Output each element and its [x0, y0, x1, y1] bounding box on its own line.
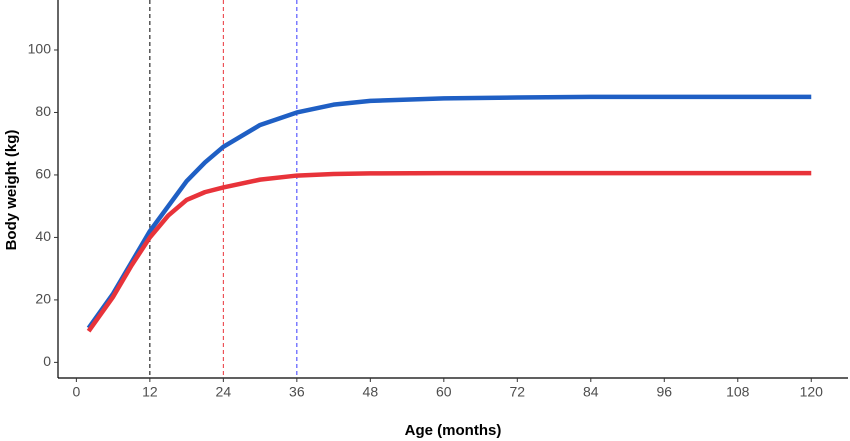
series-line	[86, 94, 812, 330]
y-tick-label: 60	[35, 166, 51, 182]
y-tick-label: 100	[28, 41, 52, 57]
x-tick-label: 12	[142, 384, 158, 400]
x-tick-label: 108	[726, 384, 750, 400]
x-tick-label: 60	[436, 384, 452, 400]
x-tick-label: 0	[72, 384, 80, 400]
y-tick-label: 20	[35, 291, 51, 307]
x-tick-label: 48	[363, 384, 379, 400]
x-tick-label: 84	[583, 384, 599, 400]
series-line	[86, 170, 812, 333]
x-tick-label: 72	[510, 384, 526, 400]
y-tick-label: 0	[43, 353, 51, 369]
y-tick-label: 40	[35, 228, 51, 244]
x-tick-label: 96	[656, 384, 672, 400]
y-axis-title: Body weight (kg)	[3, 130, 20, 251]
x-tick-label: 120	[800, 384, 824, 400]
y-tick-label: 80	[35, 103, 51, 119]
x-tick-label: 24	[216, 384, 232, 400]
x-tick-label: 36	[289, 384, 305, 400]
x-axis-title: Age (months)	[405, 422, 502, 439]
